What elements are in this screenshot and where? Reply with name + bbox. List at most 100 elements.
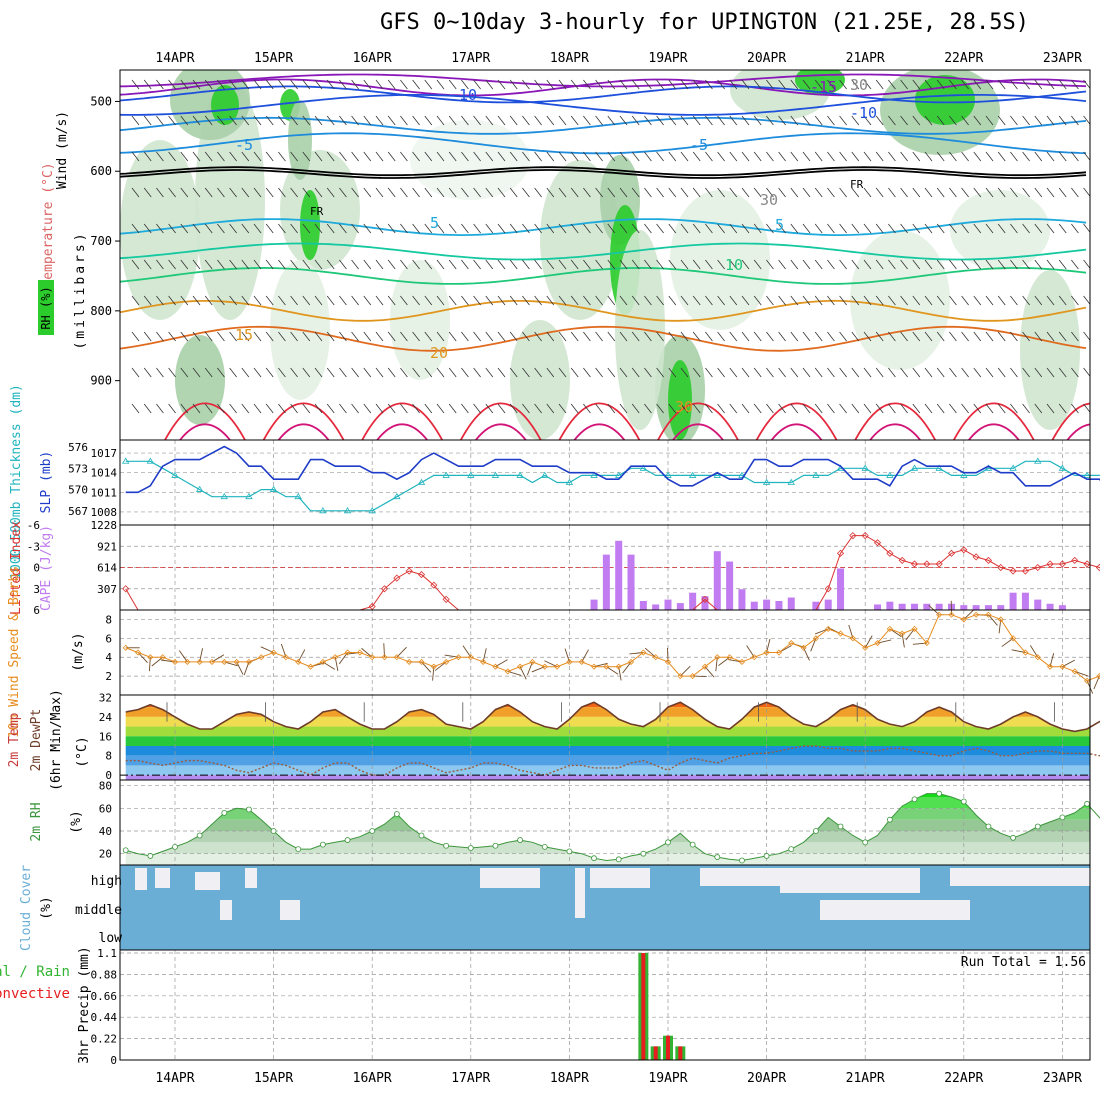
wind-barb	[436, 259, 445, 270]
wind-barb	[131, 295, 140, 306]
wind-barb	[509, 187, 518, 198]
rh-band	[125, 853, 1090, 865]
cape-tick: 307	[97, 583, 117, 596]
precip-convective-bar	[653, 1046, 658, 1060]
wind-barb	[412, 151, 420, 162]
cloud-gap	[575, 868, 585, 918]
wind-speed-point	[122, 644, 129, 651]
wind-barb	[1058, 79, 1067, 90]
wind-barb	[339, 367, 347, 378]
wind-barb	[497, 331, 506, 342]
wind-barb	[156, 259, 164, 270]
wind-barb	[400, 151, 408, 162]
wind-barb	[375, 403, 384, 414]
wind-barb	[217, 115, 225, 126]
wind-speed-point	[960, 616, 967, 623]
wind-tick: 6	[105, 632, 112, 645]
wind-barb	[595, 367, 603, 378]
wind-barb	[705, 403, 713, 414]
wind-barb	[387, 259, 396, 270]
wind-barb	[717, 367, 725, 378]
wind-barb	[1010, 367, 1018, 378]
wind-barb	[1096, 260, 1100, 269]
wind-barb	[192, 331, 201, 342]
wind-barb	[302, 331, 311, 342]
wind-barb	[863, 79, 872, 90]
wind-barb	[570, 79, 579, 90]
wind-barb	[278, 115, 286, 126]
wind-barb	[156, 151, 164, 162]
wind-barb	[351, 79, 359, 90]
wind-barb	[949, 331, 957, 342]
wind-barb	[485, 223, 494, 234]
wind-barb	[766, 115, 774, 126]
wind-speed-point	[245, 658, 253, 666]
wind-speed-point	[221, 658, 228, 666]
rh-point	[517, 837, 523, 843]
wind-barb	[790, 79, 799, 90]
wind-barb	[143, 79, 152, 90]
wind-speed-point	[566, 658, 573, 666]
wind-barb	[326, 187, 335, 198]
date-label-top: 19APR	[648, 51, 687, 66]
wind-barb	[278, 187, 286, 198]
wind-barb	[900, 79, 908, 90]
wind-barb	[1071, 115, 1079, 126]
wind-barb	[827, 295, 835, 306]
rh-point	[344, 837, 351, 843]
wind-barb	[875, 367, 884, 378]
rh-2m-label: 2m RH	[29, 802, 44, 841]
wind-barb	[570, 187, 579, 198]
wind-barb	[1046, 331, 1055, 342]
wind-barb	[448, 259, 457, 270]
wind-barb	[143, 223, 152, 234]
wind-barb	[217, 223, 225, 234]
wind-barb-10m	[495, 659, 508, 668]
wind-barb	[753, 79, 762, 90]
wind-barb	[204, 259, 213, 270]
wind-barb	[1010, 295, 1018, 306]
thickness-point	[1083, 471, 1091, 478]
wind-barb	[753, 151, 762, 162]
isotherm-line	[120, 325, 1087, 352]
chart-title: GFS 0~10day 3-hourly for UPINGTON (21.25…	[380, 10, 1030, 35]
wind-barb	[827, 367, 835, 378]
wind-barb	[1071, 79, 1079, 90]
wind-barb	[924, 403, 933, 414]
rh-point	[1084, 800, 1090, 807]
isotherm-line	[120, 78, 1087, 97]
cape-bar	[911, 603, 918, 610]
wind-barb	[936, 115, 945, 126]
cape-bar	[602, 554, 610, 610]
wind-barb	[692, 259, 701, 270]
wind-barb	[936, 223, 945, 234]
wind-barb	[448, 151, 457, 162]
wind-barb	[168, 79, 176, 90]
wind-barb	[875, 223, 884, 234]
wind-barb	[814, 79, 823, 90]
dewpoint-label: 2m DewPt	[29, 709, 44, 772]
wind-barb-10m	[606, 666, 619, 675]
rh-point	[862, 839, 869, 846]
wind-barb	[1083, 151, 1090, 161]
contour-label: -5	[235, 136, 253, 154]
rh-point	[221, 809, 228, 816]
wind-barb	[1034, 115, 1043, 126]
wind-speed-point	[554, 663, 561, 670]
date-label-top: 14APR	[155, 51, 194, 66]
wind-barb	[180, 331, 189, 342]
wind-barb	[339, 331, 347, 342]
wind-barb	[595, 151, 603, 162]
wind-barb	[1083, 115, 1090, 125]
wind-barb-10m	[581, 649, 589, 663]
wind-speed-point	[849, 635, 856, 642]
wind-barb	[448, 295, 457, 306]
wind-barb	[583, 187, 591, 198]
wind-barb	[766, 223, 774, 234]
wind-barb	[790, 259, 799, 270]
cloud-level-label: low	[99, 931, 123, 946]
wind-barb-10m	[434, 661, 447, 671]
wind-barb	[583, 403, 591, 414]
wind-barb	[802, 259, 811, 270]
